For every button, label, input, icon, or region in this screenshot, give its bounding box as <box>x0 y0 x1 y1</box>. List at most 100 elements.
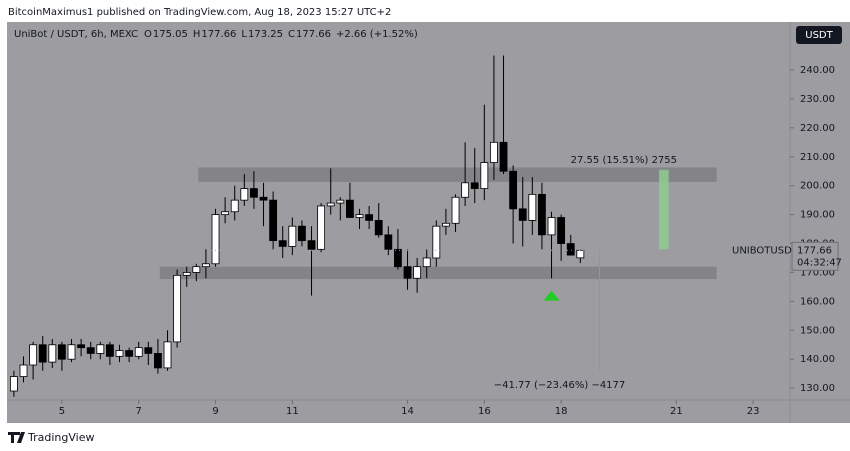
candle-body <box>19 364 28 377</box>
candle-body <box>86 347 95 354</box>
legend-key: L <box>241 29 247 40</box>
candle-body <box>106 344 114 357</box>
ticker-label: UNIBOTUSDT <box>732 245 799 256</box>
candle-body <box>48 344 57 363</box>
price-label: 177.66 <box>797 245 832 256</box>
legend-value: 173.25 <box>248 29 283 40</box>
candle-body <box>470 182 479 189</box>
candle-body <box>490 141 498 163</box>
x-tick-label: 9 <box>212 406 218 417</box>
candle-body <box>250 188 258 198</box>
candle-body <box>461 182 470 198</box>
y-tick-label: 230.00 <box>800 94 835 105</box>
legend-key: C <box>288 29 295 40</box>
y-tick-label: 170.00 <box>800 267 835 278</box>
candle-body <box>509 170 518 210</box>
candle-body <box>230 199 239 213</box>
candle-body <box>442 222 450 227</box>
header-text: BitcoinMaximus1 published on TradingView… <box>8 7 391 18</box>
price-zone <box>198 167 717 182</box>
candle-body <box>240 188 249 201</box>
measure-label: −41.77 (−23.46%) −4177 <box>494 380 626 391</box>
candle-body <box>192 266 201 273</box>
y-tick-label: 130.00 <box>800 383 835 394</box>
legend: UniBot / USDT, 6h, MEXC O 175.05 H 177.66 L 1… <box>14 29 418 40</box>
candle-body <box>374 219 383 236</box>
candle-body <box>29 344 38 366</box>
candle-body <box>451 196 460 224</box>
candle-body <box>403 266 412 279</box>
price-tag <box>791 241 839 271</box>
x-tick-label: 7 <box>136 406 142 417</box>
candle-body <box>163 341 172 369</box>
candle-body <box>125 350 134 357</box>
legend-value: 175.05 <box>153 29 188 40</box>
signal-marker <box>543 290 560 301</box>
candle-body <box>173 274 182 343</box>
candle-body <box>317 205 326 250</box>
candle-body <box>518 208 527 221</box>
candle-body <box>528 193 537 221</box>
candle-body <box>278 240 287 247</box>
candle-body <box>221 211 230 216</box>
candle-body <box>211 214 220 265</box>
candle-body <box>10 376 18 392</box>
ticker-tag <box>728 242 790 259</box>
measure-label: 27.55 (15.51%) 2755 <box>571 155 677 166</box>
candle-body <box>115 350 124 357</box>
y-tick-label: 220.00 <box>800 123 835 134</box>
legend-key: O <box>144 29 152 40</box>
candle-body <box>365 214 374 221</box>
candle-body <box>259 196 268 201</box>
candle-body <box>355 214 364 218</box>
candle-body <box>58 344 66 360</box>
candle-body <box>566 243 575 256</box>
candle-body <box>384 234 393 250</box>
candle-body <box>394 248 402 268</box>
candle-body <box>307 240 316 250</box>
price-zone <box>159 266 717 280</box>
x-tick-label: 23 <box>747 406 760 417</box>
candle-body <box>499 141 508 172</box>
candle-body <box>38 344 47 363</box>
candle-body <box>202 263 210 268</box>
countdown: 04:32:47 <box>797 257 842 268</box>
candle-body <box>336 199 345 204</box>
candle-body <box>77 344 86 349</box>
candle-body <box>182 272 191 276</box>
currency-button[interactable] <box>796 26 842 44</box>
x-tick-label: 16 <box>478 406 491 417</box>
y-tick-label: 200.00 <box>800 181 835 192</box>
y-tick-label: 210.00 <box>800 152 835 163</box>
legend-change: +2.66 (+1.52%) <box>336 29 418 40</box>
symbol: UniBot / USDT, 6h, MEXC <box>14 29 138 40</box>
currency-label[interactable]: USDT <box>805 30 833 41</box>
x-tick-label: 21 <box>670 406 683 417</box>
candle-body <box>326 202 335 207</box>
x-tick-label: 14 <box>401 406 414 417</box>
y-tick-label: 190.00 <box>800 210 835 221</box>
candle-body <box>144 347 153 354</box>
legend-key: H <box>193 29 201 40</box>
x-tick-label: 18 <box>555 406 568 417</box>
chart-panel <box>7 22 850 423</box>
candle-body <box>547 217 556 236</box>
x-tick-label: 11 <box>286 406 299 417</box>
footer-logo: TradingView <box>8 431 94 444</box>
candle-body <box>269 199 278 242</box>
candle-body <box>480 162 489 189</box>
footer-brand: TradingView <box>27 431 94 444</box>
candle-body <box>422 257 431 268</box>
candle-body <box>154 353 162 369</box>
candle-body <box>432 225 441 259</box>
candle-body <box>346 199 354 218</box>
candle-body <box>557 217 566 244</box>
legend-value: 177.66 <box>201 29 236 40</box>
y-tick-label: 160.00 <box>800 296 835 307</box>
candle-body <box>413 266 422 279</box>
candle-body <box>67 344 76 360</box>
y-tick-label: 140.00 <box>800 354 835 365</box>
candle-body <box>298 225 306 242</box>
candle-body <box>134 347 143 357</box>
